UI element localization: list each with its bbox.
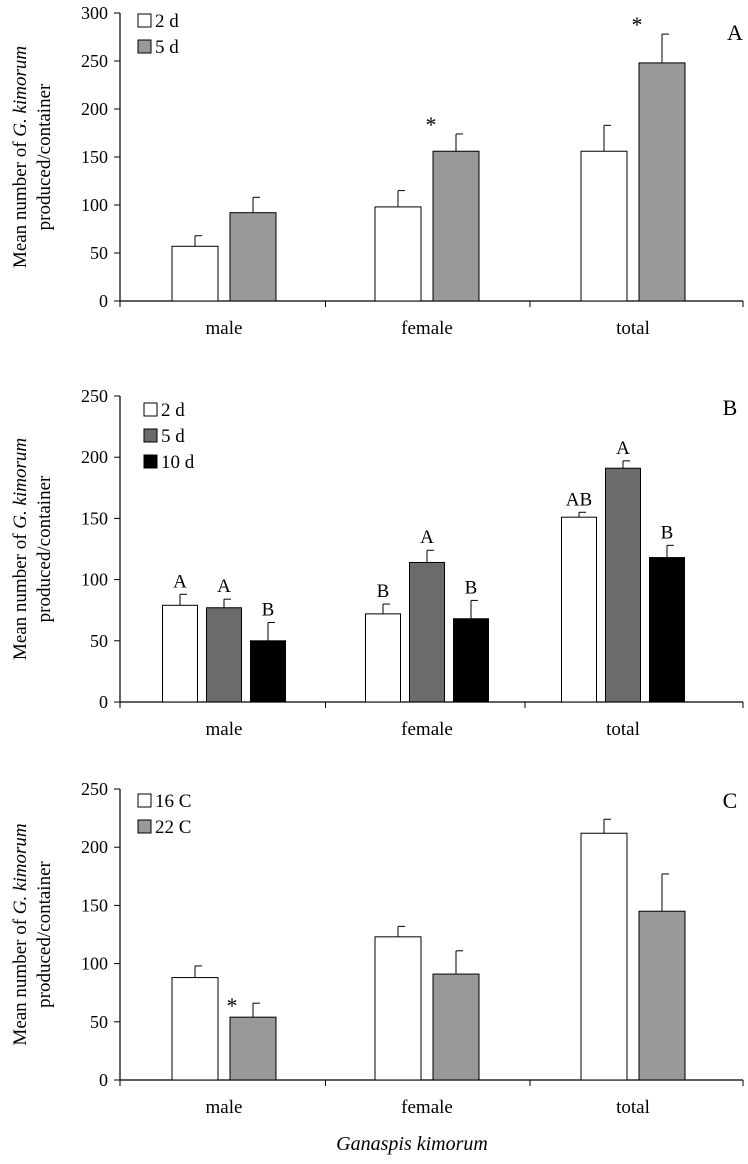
y-axis-title: Mean number of G. kimorum xyxy=(10,46,31,268)
legend-swatch xyxy=(137,13,152,28)
legend-label: 2 d xyxy=(161,400,185,421)
bar xyxy=(365,613,401,703)
bar xyxy=(206,607,242,703)
bar xyxy=(229,212,277,302)
y-axis-title: Mean number of G. kimorum xyxy=(10,823,31,1045)
y-tick-label: 200 xyxy=(81,447,108,467)
panel-letter: C xyxy=(723,788,738,813)
bar xyxy=(162,604,198,703)
significance-letter: A xyxy=(173,571,187,592)
y-tick-label: 200 xyxy=(81,99,108,119)
bar xyxy=(374,936,422,1081)
significance-letter: B xyxy=(262,599,275,620)
significance-star: * xyxy=(426,112,437,137)
x-tick-label: male xyxy=(206,318,243,339)
y-tick-label: 0 xyxy=(99,1070,108,1090)
legend-label: 22 C xyxy=(155,817,191,838)
y-axis-title-line2: produced/container xyxy=(34,860,55,1007)
bar xyxy=(250,640,286,703)
bar xyxy=(171,245,219,302)
x-tick-label: female xyxy=(401,1097,453,1118)
significance-letter: B xyxy=(465,577,478,598)
legend-label: 5 d xyxy=(161,426,185,447)
y-tick-label: 300 xyxy=(81,3,108,23)
bar xyxy=(432,973,480,1081)
x-tick-label: female xyxy=(401,719,453,740)
significance-star: * xyxy=(227,993,238,1018)
panel-letter: A xyxy=(727,20,743,45)
bar xyxy=(638,62,686,302)
bar xyxy=(580,832,628,1081)
y-tick-label: 50 xyxy=(90,243,108,263)
panel-c-chart: 0 50 100 150 200 250 male female total * 16 C 22 C C… xyxy=(10,779,744,1118)
x-tick-label: total xyxy=(606,719,640,740)
legend-swatch xyxy=(137,793,152,808)
y-tick-label: 100 xyxy=(81,195,108,215)
significance-letter: A xyxy=(616,438,630,459)
legend-swatch xyxy=(137,819,152,834)
significance-letter: B xyxy=(377,581,390,602)
bar xyxy=(649,557,685,703)
y-tick-label: 150 xyxy=(81,147,108,167)
y-axis-title-line2: produced/container xyxy=(34,475,55,622)
y-tick-label: 50 xyxy=(90,631,108,651)
x-axis-title: Ganaspis kimorum xyxy=(336,1133,488,1155)
legend-swatch xyxy=(143,428,158,443)
bar xyxy=(432,150,480,302)
y-tick-label: 100 xyxy=(81,954,108,974)
y-tick-label: 0 xyxy=(99,692,108,712)
legend-swatch xyxy=(143,402,158,417)
y-tick-label: 250 xyxy=(81,51,108,71)
legend-label: 5 d xyxy=(155,37,179,58)
significance-letter: AB xyxy=(566,489,592,510)
y-tick-label: 200 xyxy=(81,837,108,857)
y-tick-label: 250 xyxy=(81,386,108,406)
legend-label: 10 d xyxy=(161,452,195,473)
significance-letter: A xyxy=(217,576,231,597)
bar xyxy=(374,206,422,302)
y-tick-label: 150 xyxy=(81,895,108,915)
legend-label: 2 d xyxy=(155,11,179,32)
bar xyxy=(229,1016,277,1081)
panel-a-chart: 0 50 100 150 200 250 300 male female total * * 2 d 5 … xyxy=(10,3,744,339)
bar xyxy=(453,618,489,703)
x-tick-label: total xyxy=(616,1097,650,1118)
y-axis-title: Mean number of G. kimorum xyxy=(10,438,31,660)
y-axis-title-line2: produced/container xyxy=(34,83,55,230)
y-tick-label: 100 xyxy=(81,570,108,590)
panel-letter: B xyxy=(723,395,738,420)
y-tick-label: 150 xyxy=(81,508,108,528)
significance-star: * xyxy=(632,12,643,37)
significance-letter: A xyxy=(420,527,434,548)
bar xyxy=(171,977,219,1081)
y-tick-label: 50 xyxy=(90,1012,108,1032)
y-tick-label: 250 xyxy=(81,779,108,799)
significance-letter: B xyxy=(661,522,674,543)
bar xyxy=(605,467,641,703)
x-tick-label: male xyxy=(206,719,243,740)
legend-swatch xyxy=(143,454,158,469)
bar xyxy=(638,910,686,1081)
x-tick-label: male xyxy=(206,1097,243,1118)
bar xyxy=(580,150,628,302)
legend-swatch xyxy=(137,39,152,54)
bar xyxy=(561,516,597,703)
x-tick-label: total xyxy=(616,318,650,339)
legend-label: 16 C xyxy=(155,791,191,812)
bar xyxy=(409,561,445,703)
y-tick-label: 0 xyxy=(99,291,108,311)
x-tick-label: female xyxy=(401,318,453,339)
